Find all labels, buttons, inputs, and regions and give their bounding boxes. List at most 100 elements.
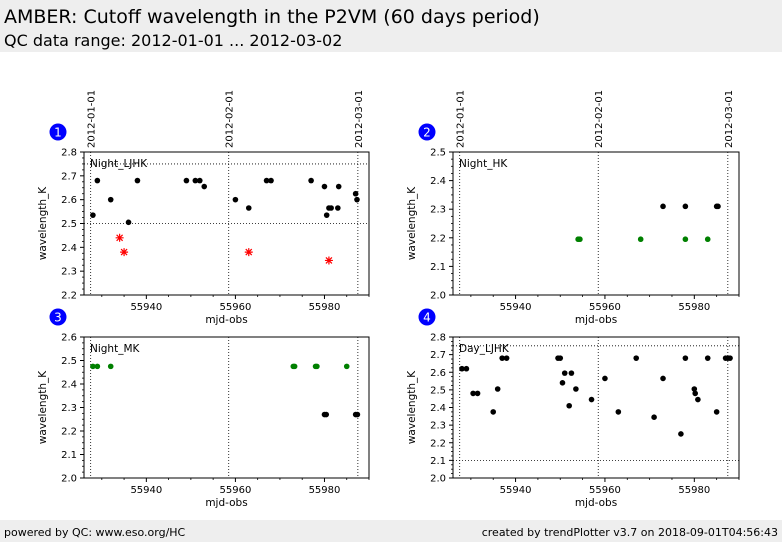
chart-3-series-2-point: [107, 363, 114, 370]
chart-1-series-1-point: [134, 177, 141, 184]
chart-4-series-1-point: [695, 396, 701, 403]
chart-1-series-1-point: [201, 183, 208, 190]
chart-1-series-2-point: [324, 256, 333, 265]
chart-2-series-2-point: [704, 236, 711, 243]
page-title: AMBER: Cutoff wavelength in the P2VM (60…: [4, 6, 540, 28]
chart-2-ytick-label: 2.0: [430, 291, 446, 302]
chart-2-series-2-point: [637, 236, 644, 243]
chart-4-series-1-point: [678, 431, 684, 437]
chart-2-series-1-point: [715, 203, 721, 210]
chart-3-ytick-label: 2.6: [61, 333, 77, 344]
chart-4-ytick-label: 2.1: [430, 456, 446, 467]
chart-4-series-1-point: [561, 370, 568, 376]
chart-1-date-label: 2012-03-01: [354, 90, 365, 148]
chart-4-series-1-point: [557, 355, 564, 361]
chart-1-badge: [49, 123, 67, 141]
chart-3-series-2-point: [314, 363, 320, 370]
chart-1-ytick-label: 2.4: [61, 243, 77, 254]
chart-1-series-1-point: [352, 190, 359, 197]
chart-4-xtick-label: 55960: [589, 485, 621, 496]
chart-4-series-1-point: [615, 409, 622, 415]
chart-3-ytick-label: 2.4: [61, 380, 77, 391]
chart-3-xtick-label: 55960: [220, 485, 252, 496]
chart-1-ytick-label: 2.6: [61, 195, 77, 206]
chart-4-series-1-point: [503, 355, 510, 361]
chart-3-ytick-label: 2.0: [61, 474, 77, 485]
chart-2-ytick-label: 2.5: [430, 148, 446, 159]
chart-4-series-1-point: [633, 355, 640, 361]
chart-3-ytick-label: 2.1: [61, 450, 77, 461]
chart-1-series-1-point: [308, 177, 314, 184]
chart-2-date-label: 2012-03-01: [724, 90, 735, 148]
chart-3-series-2-point: [343, 363, 350, 370]
chart-2-series-1-point: [682, 203, 689, 210]
chart-3-series-2-point: [291, 363, 298, 370]
chart-2: 2012-01-01 2012-02-01 2012-03-01 2.0 2.1 2.2 2…: [406, 90, 740, 326]
chart-1-series-1-point: [183, 177, 190, 184]
chart-1-ylabel: wavelength_K: [37, 186, 49, 260]
chart-1-series-1-point: [354, 196, 360, 203]
chart-4-series-1-point: [602, 375, 608, 382]
chart-1-series-1-point: [94, 177, 101, 184]
chart-1: 2012-01-01 2012-02-01 2012-03-01 2.2 2.3 2.4 2…: [37, 90, 370, 326]
chart-1-ytick-label: 2.7: [61, 171, 77, 182]
chart-1-xlabel: mjd-obs: [205, 314, 247, 326]
chart-3-xlabel: mjd-obs: [205, 497, 247, 509]
page-subtitle: QC data range: 2012-01-01 ... 2012-03-02: [4, 31, 343, 50]
chart-4-series-1-point: [490, 409, 497, 415]
chart-2-xtick-label: 55940: [500, 302, 532, 313]
chart-4-ylabel: wavelength_K: [406, 370, 418, 444]
chart-2-xlabel: mjd-obs: [575, 314, 617, 326]
chart-3-series-2-point: [94, 363, 101, 370]
chart-1-series-1-point: [321, 183, 328, 190]
chart-1-series-1-point: [268, 177, 274, 184]
chart-1-ytick-label: 2.8: [61, 148, 77, 159]
chart-3-series-2-point: [90, 363, 96, 370]
chart-4-series-1-point: [474, 390, 481, 397]
chart-2-frame: [452, 151, 740, 296]
chart-2-ytick-label: 2.4: [430, 176, 446, 187]
chart-4-ytick-label: 2.6: [430, 368, 446, 379]
chart-2-date-label: 2012-02-01: [594, 90, 605, 148]
chart-2-series-2-point: [682, 236, 689, 243]
chart-4-series-1-point: [499, 355, 505, 361]
chart-2-badge-number: 2: [423, 126, 431, 140]
footer-credit: powered by QC: www.eso.org/HC: [4, 526, 186, 539]
chart-3-ylabel: wavelength_K: [37, 370, 49, 444]
chart-4-series-1-point: [463, 365, 470, 372]
chart-2-series-2-point: [577, 236, 583, 243]
chart-2-xtick-label: 55980: [678, 302, 710, 313]
chart-4-series-1-point: [691, 386, 698, 392]
chart-1-series-1-point: [335, 205, 341, 211]
chart-1-series-2-point: [115, 233, 124, 242]
chart-1-series-2-point: [120, 248, 129, 257]
chart-4-ytick-label: 2.0: [430, 474, 446, 485]
chart-4-series-1-point: [566, 402, 572, 409]
chart-2-date-label: 2012-01-01: [456, 90, 467, 148]
header-bar: AMBER: Cutoff wavelength in the P2VM (60…: [0, 0, 782, 52]
chart-4-ytick-label: 2.3: [430, 421, 446, 432]
chart-4-xtick-label: 55940: [500, 485, 532, 496]
chart-3-series-1-point: [323, 411, 330, 418]
chart-3-ytick-label: 2.2: [61, 427, 77, 438]
chart-4-ytick-label: 2.8: [430, 333, 446, 344]
chart-4-ytick-label: 2.2: [430, 438, 446, 449]
chart-4-series-1-point: [713, 409, 720, 415]
chart-4-series-1-point: [651, 414, 657, 420]
chart-3-ytick-label: 2.3: [61, 403, 77, 414]
chart-1-date-label: 2012-01-01: [87, 90, 98, 148]
chart-3-badge-number: 3: [54, 311, 62, 325]
chart-3-series-1-point: [354, 411, 361, 418]
chart-4-series-1-point: [692, 390, 699, 397]
chart-4-series-1-point: [682, 355, 689, 361]
footer-generator: created by trendPlotter v3.7 on 2018-09-…: [481, 526, 778, 539]
chart-4-panel-label: Day_LJHK: [459, 343, 510, 355]
chart-1-series-1-point: [232, 196, 239, 203]
chart-4-badge: [418, 308, 436, 326]
chart-4-xlabel: mjd-obs: [575, 497, 617, 509]
chart-1-ytick-label: 2.3: [61, 267, 77, 278]
chart-3-frame: [83, 336, 370, 479]
chart-1-series-1-point: [263, 177, 270, 184]
chart-4-series-1-point: [459, 365, 465, 372]
chart-4-frame: [452, 336, 740, 479]
